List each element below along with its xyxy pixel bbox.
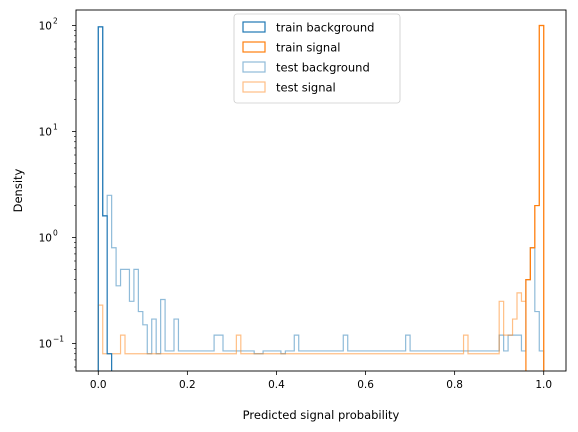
y-tick-label: 10	[39, 338, 52, 350]
series-layer	[97, 24, 545, 371]
x-tick-label: 0.2	[179, 379, 196, 391]
legend: train background train signal test backgro…	[233, 13, 401, 104]
x-tick-label: 0.8	[446, 379, 463, 391]
x-tick-label: 1.0	[535, 379, 552, 391]
x-tick-label: 0.0	[90, 379, 107, 391]
y-tick-exponent: −1	[53, 334, 64, 343]
legend-swatch	[242, 21, 266, 33]
y-tick-label: 10	[39, 20, 52, 32]
y-tick-label: 10	[39, 232, 52, 244]
y-tick-exponent: 0	[53, 228, 58, 237]
x-tick-label: 0.6	[357, 379, 374, 391]
legend-swatch	[242, 81, 266, 93]
x-tick-label: 0.4	[268, 379, 285, 391]
legend-label: train signal	[276, 41, 340, 55]
legend-label: test background	[276, 61, 370, 75]
legend-label: train background	[276, 21, 374, 35]
legend-swatch	[242, 61, 266, 73]
y-tick-label: 10	[39, 126, 52, 138]
legend-swatch	[242, 41, 266, 53]
y-axis-label: Density	[11, 168, 25, 212]
legend-box	[233, 13, 401, 104]
series-train-signal	[525, 24, 545, 371]
legend-label: test signal	[276, 81, 336, 95]
x-axis-label: Predicted signal probability	[243, 408, 400, 422]
y-tick-exponent: 1	[53, 122, 58, 131]
y-tick-exponent: 2	[53, 16, 58, 25]
series-train-background	[97, 26, 113, 371]
series-test-signal	[97, 24, 545, 371]
plot-frame	[75, 9, 567, 372]
